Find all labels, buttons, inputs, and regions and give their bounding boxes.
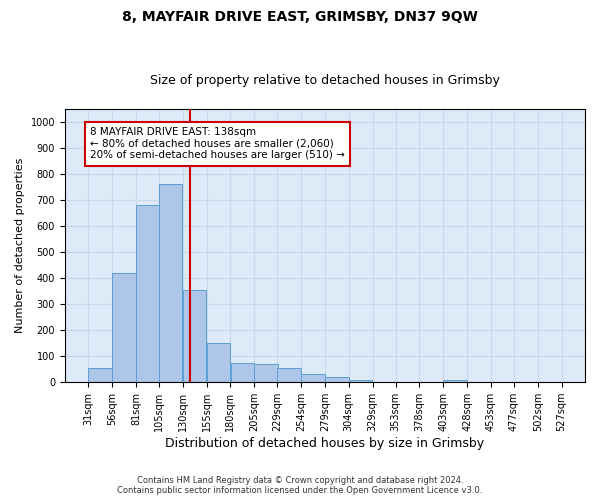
Bar [301,374,325,382]
Bar [443,380,467,382]
Bar [349,380,373,382]
Bar [230,362,254,382]
Text: Contains HM Land Registry data © Crown copyright and database right 2024.
Contai: Contains HM Land Registry data © Crown c… [118,476,482,495]
Bar [277,368,301,382]
Bar [136,206,160,382]
Text: 8, MAYFAIR DRIVE EAST, GRIMSBY, DN37 9QW: 8, MAYFAIR DRIVE EAST, GRIMSBY, DN37 9QW [122,10,478,24]
X-axis label: Distribution of detached houses by size in Grimsby: Distribution of detached houses by size … [166,437,484,450]
Y-axis label: Number of detached properties: Number of detached properties [15,158,25,334]
Bar [207,343,230,382]
Bar [159,184,182,382]
Bar [112,273,136,382]
Bar [183,290,206,382]
Title: Size of property relative to detached houses in Grimsby: Size of property relative to detached ho… [150,74,500,87]
Bar [325,377,349,382]
Bar [254,364,278,382]
Bar [88,368,112,382]
Text: 8 MAYFAIR DRIVE EAST: 138sqm
← 80% of detached houses are smaller (2,060)
20% of: 8 MAYFAIR DRIVE EAST: 138sqm ← 80% of de… [90,127,345,160]
